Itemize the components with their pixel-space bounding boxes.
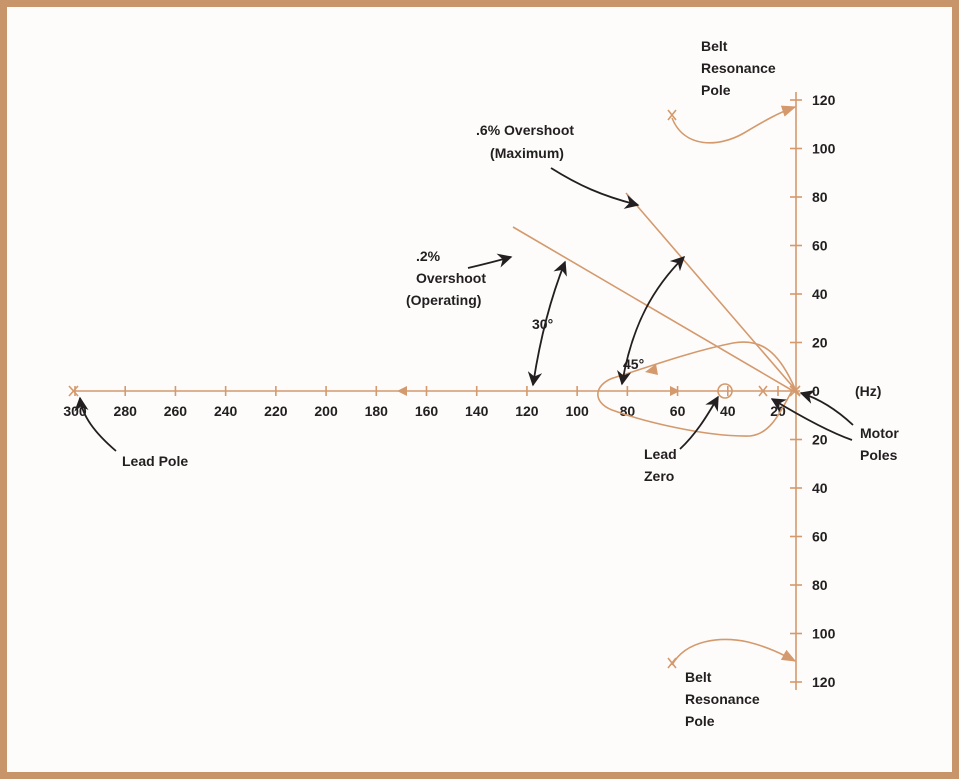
damping-line-45	[625, 192, 801, 396]
overshoot-max-label: .6% Overshoot (Maximum)	[476, 122, 578, 161]
angle-45-label: 45°	[623, 356, 644, 372]
pointer-angle-30	[527, 260, 567, 387]
real-axis-tick-label: 60	[670, 403, 686, 419]
lead-zero-marker	[717, 383, 733, 399]
real-axis-tick-label: 260	[164, 403, 188, 419]
real-axis-ticks: 300 280 260 240 220 200 180 160 140 120 100 80 60 40 2…	[63, 386, 786, 419]
pointer-lead-zero	[679, 395, 719, 450]
real-axis-tick-label: 140	[465, 403, 489, 419]
pointer-lead-pole	[74, 396, 117, 452]
pointer-motor-pole-lower	[770, 398, 853, 441]
pointer-angle-45	[617, 255, 686, 386]
real-axis-tick-label: 80	[620, 403, 636, 419]
belt-locus-top	[671, 105, 797, 144]
belt-resonance-bottom-label: Belt Resonance Pole	[685, 669, 764, 729]
belt-resonance-top-label: Belt Resonance Pole	[701, 38, 780, 98]
imaginary-axis-tick-label: 120	[812, 92, 836, 108]
overshoot-operating-label: .2% Overshoot (Operating)	[406, 248, 490, 308]
real-axis-tick-label: 180	[365, 403, 389, 419]
imaginary-axis-tick-label: 40	[812, 480, 828, 496]
unit-label: (Hz)	[855, 383, 881, 399]
real-axis-tick-label: 220	[264, 403, 288, 419]
imaginary-axis-tick-label: 20	[812, 335, 828, 351]
pointer-overshoot-max	[550, 167, 640, 209]
imaginary-axis-tick-label: 120	[812, 674, 836, 690]
imaginary-axis-tick-label: 100	[812, 141, 836, 157]
pointer-overshoot-op	[467, 253, 513, 269]
locus-loop	[597, 341, 797, 437]
real-axis-tick-label: 240	[214, 403, 238, 419]
imaginary-axis-tick-label: 80	[812, 189, 828, 205]
lead-zero-label: Lead Zero	[644, 446, 681, 484]
imaginary-axis-tick-label: 80	[812, 577, 828, 593]
origin-tick-label: 0	[812, 383, 820, 399]
imaginary-axis-tick-label: 100	[812, 626, 836, 642]
lead-pole-marker	[68, 385, 79, 397]
lead-pole-label: Lead Pole	[122, 453, 188, 469]
real-axis-tick-label: 200	[314, 403, 338, 419]
belt-locus-bottom	[671, 638, 797, 666]
imaginary-axis-tick-label: 40	[812, 286, 828, 302]
motor-poles-label: Motor Poles	[860, 425, 903, 463]
imaginary-axis-ticks: 120 100 80 60 40 20 20 40 60 80 100 120 0	[790, 92, 836, 690]
belt-pole-marker-top	[667, 109, 677, 121]
real-axis-tick-label: 280	[114, 403, 138, 419]
imaginary-axis-tick-label: 60	[812, 529, 828, 545]
real-axis-tick-label: 100	[565, 403, 589, 419]
locus-arrow-right	[670, 386, 680, 396]
pointer-motor-pole-upper	[799, 390, 854, 426]
angle-30-label: 30°	[532, 316, 553, 332]
real-axis-tick-label: 160	[415, 403, 439, 419]
real-axis-tick-label: 120	[515, 403, 539, 419]
locus-arrow-left	[397, 386, 407, 396]
real-axis-tick-label: 40	[720, 403, 736, 419]
motor-pole-marker	[758, 385, 768, 397]
imaginary-axis-tick-label: 20	[812, 432, 828, 448]
imaginary-axis-tick-label: 60	[812, 238, 828, 254]
